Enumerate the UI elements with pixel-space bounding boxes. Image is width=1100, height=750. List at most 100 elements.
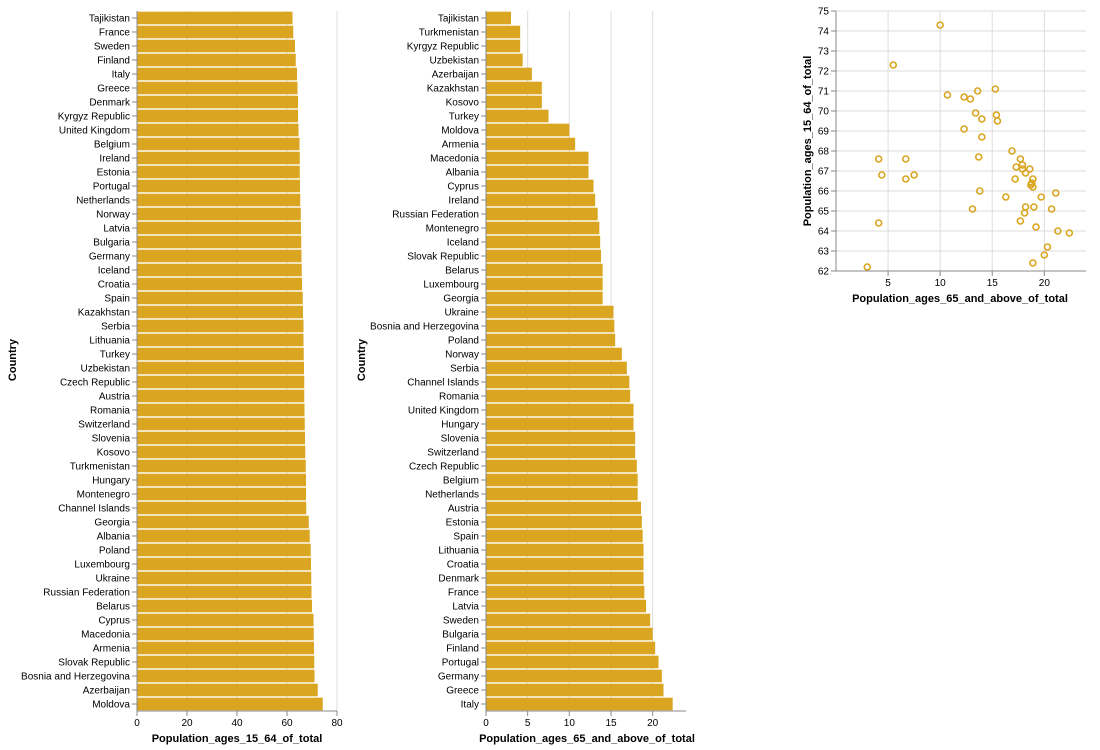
bar: [486, 361, 627, 375]
bar: [486, 389, 631, 403]
bar: [137, 515, 309, 529]
y-tick-label: Albania: [446, 168, 480, 179]
y-tick-label: Macedonia: [430, 154, 479, 165]
x-axis-title: Population_ages_65_and_above_of_total: [852, 293, 1068, 305]
y-tick-label: Bosnia and Herzegovina: [370, 322, 479, 333]
scatter-point: [1043, 243, 1052, 251]
bar: [486, 165, 589, 179]
y-tick-label: Norway: [96, 210, 130, 221]
bar: [137, 473, 306, 487]
bar: [486, 501, 641, 515]
y-tick-label: Azerbaijan: [432, 70, 479, 81]
bar: [137, 39, 295, 53]
y-tick-label: Belgium: [443, 476, 479, 487]
y-tick-label: Ukraine: [96, 574, 131, 585]
scatter-point: [974, 153, 983, 161]
bar: [137, 683, 318, 697]
scatter-point: [910, 171, 918, 179]
scatter-point: [1037, 193, 1046, 201]
y-tick-label: Bosnia and Herzegovina: [21, 672, 130, 683]
bar: [486, 291, 603, 305]
bar: [486, 599, 646, 613]
y-tick-label: Austria: [99, 392, 131, 403]
y-tick-label: United Kingdom: [59, 126, 130, 137]
y-axis: 62 63 64 65 66 67 68 69 70 71 72 73 74 75: [818, 7, 837, 278]
y-tick-label: Kyrgyz Republic: [407, 42, 479, 53]
y-tick-label: Macedonia: [81, 630, 130, 641]
y-tick-label: Iceland: [98, 266, 130, 277]
bar: [486, 39, 521, 53]
x-tick-label: 60: [281, 718, 293, 729]
scatter-point: [968, 205, 977, 213]
y-tick-label: Azerbaijan: [83, 686, 130, 697]
y-tick-label: Austria: [448, 504, 480, 515]
bar: [137, 137, 300, 151]
scatter-point: [1008, 147, 1016, 155]
scatter-point: [978, 133, 986, 141]
y-tick-label: Italy: [461, 700, 479, 711]
bar: [137, 599, 312, 613]
x-tick-label: 10: [564, 718, 576, 729]
scatter-point: [1021, 169, 1030, 177]
x-axis: 0 5 10 15 20: [483, 710, 686, 729]
scatter-point: [960, 125, 968, 133]
bar: [137, 67, 297, 81]
bar: [486, 95, 542, 109]
scatter-point: [991, 85, 1000, 93]
bar: [486, 109, 549, 123]
scatter-point: [1029, 259, 1037, 267]
y-tick-label: 74: [818, 27, 830, 38]
y-tick-label: Ukraine: [445, 308, 480, 319]
scatter-point: [943, 91, 952, 99]
y-axis: Tajikistan Turkmenistan Kyrgyz Republic Uzb…: [370, 11, 487, 711]
x-axis-title: Population_ages_65_and_above_of_total: [479, 733, 695, 745]
y-tick-label: Croatia: [98, 280, 131, 291]
y-tick-label: 75: [818, 7, 830, 18]
y-tick-label: Latvia: [452, 602, 479, 613]
bar: [137, 543, 311, 557]
y-tick-label: 62: [818, 267, 830, 278]
x-tick-label: 0: [134, 718, 140, 729]
x-tick-label: 40: [231, 718, 243, 729]
x-tick-label: 10: [935, 278, 947, 289]
y-tick-label: Finland: [97, 56, 130, 67]
y-tick-label: 73: [818, 47, 830, 58]
bar: [137, 627, 314, 641]
scatter-point: [1025, 165, 1034, 173]
bar: [137, 179, 300, 193]
y-tick-label: Kosovo: [97, 448, 131, 459]
bar: [137, 81, 298, 95]
bar: [486, 445, 636, 459]
bar: [486, 53, 523, 67]
y-tick-label: Serbia: [101, 322, 130, 333]
y-tick-label: Portugal: [442, 658, 479, 669]
y-tick-label: Slovak Republic: [58, 658, 130, 669]
bar: [137, 25, 294, 39]
bar: [137, 347, 304, 361]
y-tick-label: Moldova: [441, 126, 479, 137]
bar: [486, 263, 603, 277]
y-tick-label: Cyprus: [98, 616, 130, 627]
y-tick-label: Russian Federation: [43, 588, 130, 599]
y-tick-label: Poland: [99, 546, 130, 557]
scatter-point: [960, 93, 968, 101]
scatter-point: [901, 175, 910, 183]
y-tick-label: Greece: [97, 84, 130, 95]
scatter-point: [978, 115, 986, 123]
x-tick-label: 20: [181, 718, 193, 729]
bar: [486, 473, 638, 487]
y-tick-label: Germany: [89, 252, 130, 263]
points-layer: [863, 21, 1074, 271]
y-tick-label: Norway: [445, 350, 479, 361]
y-tick-label: Iceland: [447, 238, 479, 249]
bar: [486, 151, 589, 165]
x-tick-label: 20: [647, 718, 659, 729]
y-tick-label: Netherlands: [425, 490, 479, 501]
y-tick-label: Slovak Republic: [407, 252, 479, 263]
scatter-point: [1030, 203, 1038, 211]
y-tick-label: 63: [818, 247, 830, 258]
bar: [486, 515, 642, 529]
y-tick-label: Portugal: [93, 182, 130, 193]
bar: [486, 655, 659, 669]
y-tick-label: 64: [818, 227, 830, 238]
